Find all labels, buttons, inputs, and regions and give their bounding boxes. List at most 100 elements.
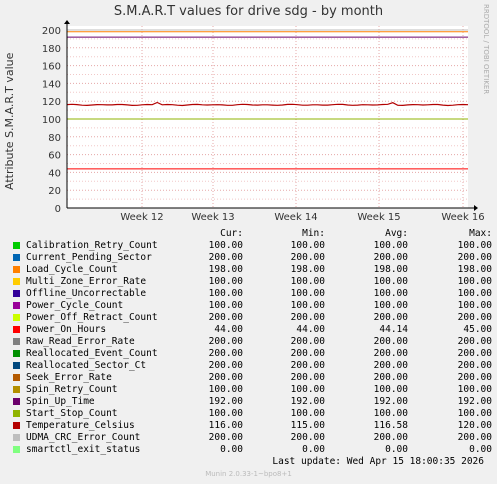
legend-swatch xyxy=(13,254,20,261)
legend-avg-value: 200.00 xyxy=(373,372,408,383)
x-axis-arrow xyxy=(474,205,478,211)
legend-row: Spin_Up_Time 192.00 192.00 192.00 192.00 xyxy=(0,396,497,408)
x-tick-label: Week 14 xyxy=(274,212,317,223)
legend-avg-value: 100.00 xyxy=(373,288,408,299)
legend-max-value: 192.00 xyxy=(457,396,492,407)
munin-version: Munin 2.0.33-1~bpo8+1 xyxy=(205,470,292,478)
legend-cur-value: 100.00 xyxy=(208,276,243,287)
legend-avg-value: 100.00 xyxy=(373,300,408,311)
legend-swatch xyxy=(13,278,20,285)
legend-swatch xyxy=(13,314,20,321)
legend-min-value: 200.00 xyxy=(290,252,325,263)
legend-cur-value: 192.00 xyxy=(208,396,243,407)
legend-min-value: 200.00 xyxy=(290,360,325,371)
legend-min-value: 100.00 xyxy=(290,240,325,251)
legend-min-value: 100.00 xyxy=(290,288,325,299)
legend-cur-value: 100.00 xyxy=(208,408,243,419)
col-min-header: Min: xyxy=(302,228,325,239)
legend-cur-value: 200.00 xyxy=(208,336,243,347)
y-tick-label: 100 xyxy=(42,115,61,126)
legend-series-name: Power_Off_Retract_Count xyxy=(26,312,158,323)
legend-row: Start_Stop_Count 100.00 100.00 100.00 100.00 xyxy=(0,408,497,420)
legend-cur-value: 200.00 xyxy=(208,360,243,371)
legend-row: Reallocated_Sector_Ct 200.00 200.00 200.00 2… xyxy=(0,360,497,372)
legend-series-name: Seek_Error_Rate xyxy=(26,372,112,383)
legend-max-value: 198.00 xyxy=(457,264,492,275)
legend-swatch xyxy=(13,338,20,345)
legend-row: Reallocated_Event_Count 200.00 200.00 200.0… xyxy=(0,348,497,360)
last-update: Last update: Wed Apr 15 18:00:35 2026 xyxy=(272,456,484,467)
legend-swatch xyxy=(13,410,20,417)
legend-row: Multi_Zone_Error_Rate 100.00 100.00 100.00 1… xyxy=(0,276,497,288)
legend-cur-value: 100.00 xyxy=(208,384,243,395)
legend-cur-value: 116.00 xyxy=(208,420,243,431)
legend-series-name: Power_On_Hours xyxy=(26,324,107,335)
legend-series-name: Spin_Up_Time xyxy=(26,396,95,407)
legend-max-value: 100.00 xyxy=(457,288,492,299)
y-tick-label: 180 xyxy=(42,44,61,55)
legend-min-value: 44.00 xyxy=(296,324,325,335)
legend-series-name: Multi_Zone_Error_Rate xyxy=(26,276,147,287)
legend-avg-value: 100.00 xyxy=(373,384,408,395)
x-tick-label: Week 13 xyxy=(191,212,234,223)
plot-area: 0 20 40 60 80 100 120 140 160 180 200 Week 12 Week 1… xyxy=(42,20,485,223)
legend-max-value: 200.00 xyxy=(457,372,492,383)
legend-cur-value: 100.00 xyxy=(208,300,243,311)
legend-row: Temperature_Celsius 116.00 115.00 116.58 120… xyxy=(0,420,497,432)
legend-avg-value: 200.00 xyxy=(373,336,408,347)
legend-row: Power_Cycle_Count 100.00 100.00 100.00 100.0… xyxy=(0,300,497,312)
legend-swatch xyxy=(13,326,20,333)
legend-swatch xyxy=(13,290,20,297)
legend-avg-value: 192.00 xyxy=(373,396,408,407)
legend-cur-value: 200.00 xyxy=(208,432,243,443)
legend-avg-value: 198.00 xyxy=(373,264,408,275)
legend-max-value: 200.00 xyxy=(457,432,492,443)
legend-max-value: 0.00 xyxy=(469,444,492,455)
legend-avg-value: 200.00 xyxy=(373,312,408,323)
x-tick-label: Week 16 xyxy=(441,212,484,223)
legend-max-value: 200.00 xyxy=(457,336,492,347)
legend-row: Calibration_Retry_Count 100.00 100.00 100.0… xyxy=(0,240,497,252)
legend-cur-value: 100.00 xyxy=(208,240,243,251)
col-max-header: Max: xyxy=(469,228,492,239)
legend-row: Raw_Read_Error_Rate 200.00 200.00 200.00 200… xyxy=(0,336,497,348)
legend-max-value: 120.00 xyxy=(457,420,492,431)
legend-swatch xyxy=(13,242,20,249)
legend-row: Spin_Retry_Count 100.00 100.00 100.00 100.00 xyxy=(0,384,497,396)
legend-series-name: Current_Pending_Sector xyxy=(26,252,152,263)
legend-min-value: 100.00 xyxy=(290,384,325,395)
y-tick-label: 140 xyxy=(42,79,61,90)
legend-series-name: UDMA_CRC_Error_Count xyxy=(26,432,141,443)
legend-series-name: Temperature_Celsius xyxy=(26,420,135,431)
legend-max-value: 100.00 xyxy=(457,300,492,311)
legend-min-value: 200.00 xyxy=(290,336,325,347)
legend-swatch xyxy=(13,398,20,405)
legend-avg-value: 44.14 xyxy=(379,324,408,335)
legend-cur-value: 0.00 xyxy=(220,444,243,455)
legend-min-value: 192.00 xyxy=(290,396,325,407)
legend-avg-value: 200.00 xyxy=(373,432,408,443)
legend-row: Current_Pending_Sector 200.00 200.00 200.00… xyxy=(0,252,497,264)
legend-avg-value: 200.00 xyxy=(373,348,408,359)
legend-cur-value: 198.00 xyxy=(208,264,243,275)
legend-row: Load_Cycle_Count 198.00 198.00 198.00 198.00 xyxy=(0,264,497,276)
y-tick-label: 120 xyxy=(42,97,61,108)
legend-series-name: smartctl_exit_status xyxy=(26,444,141,455)
legend-series-name: Spin_Retry_Count xyxy=(26,384,118,395)
legend-min-value: 100.00 xyxy=(290,300,325,311)
legend-cur-value: 44.00 xyxy=(214,324,243,335)
y-tick-label: 80 xyxy=(48,133,61,144)
x-tick-label: Week 12 xyxy=(120,212,163,223)
legend-cur-value: 200.00 xyxy=(208,348,243,359)
legend-row: Power_On_Hours 44.00 44.00 44.14 45.00 xyxy=(0,324,497,336)
legend-min-value: 200.00 xyxy=(290,348,325,359)
legend-cur-value: 200.00 xyxy=(208,312,243,323)
legend-max-value: 100.00 xyxy=(457,408,492,419)
legend-swatch xyxy=(13,350,20,357)
legend-row: UDMA_CRC_Error_Count 200.00 200.00 200.00 20… xyxy=(0,432,497,444)
legend-max-value: 200.00 xyxy=(457,348,492,359)
legend-max-value: 100.00 xyxy=(457,276,492,287)
legend-swatch xyxy=(13,374,20,381)
chart-title: S.M.A.R.T values for drive sdg - by mont… xyxy=(113,4,384,19)
